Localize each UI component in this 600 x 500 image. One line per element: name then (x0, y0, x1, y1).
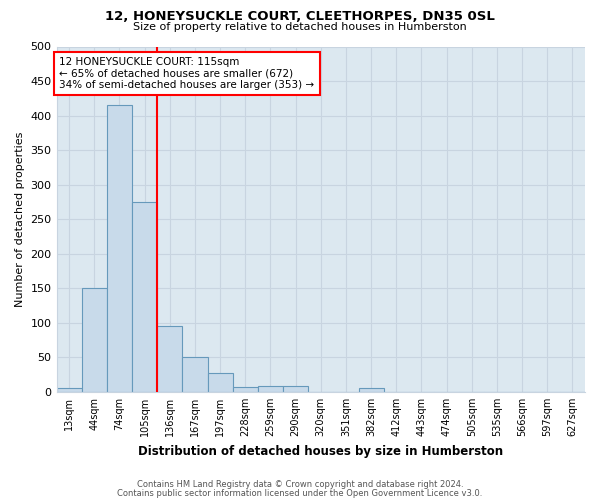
Bar (56, 388, 82, 392)
Bar (233, 387, 258, 392)
Y-axis label: Number of detached properties: Number of detached properties (15, 132, 25, 307)
Text: Contains HM Land Registry data © Crown copyright and database right 2024.: Contains HM Land Registry data © Crown c… (137, 480, 463, 489)
Text: Contains public sector information licensed under the Open Government Licence v3: Contains public sector information licen… (118, 488, 482, 498)
Bar (283, 386, 308, 392)
Text: 12, HONEYSUCKLE COURT, CLEETHORPES, DN35 0SL: 12, HONEYSUCKLE COURT, CLEETHORPES, DN35… (105, 10, 495, 23)
Bar (258, 386, 283, 392)
Bar (107, 105, 132, 392)
Bar (132, 202, 157, 392)
Bar (359, 388, 383, 392)
Bar (208, 372, 233, 392)
Bar (182, 358, 208, 392)
Text: 12 HONEYSUCKLE COURT: 115sqm
← 65% of detached houses are smaller (672)
34% of s: 12 HONEYSUCKLE COURT: 115sqm ← 65% of de… (59, 57, 314, 90)
Bar (82, 288, 107, 392)
Bar (157, 326, 182, 392)
X-axis label: Distribution of detached houses by size in Humberston: Distribution of detached houses by size … (138, 444, 503, 458)
Text: Size of property relative to detached houses in Humberston: Size of property relative to detached ho… (133, 22, 467, 32)
